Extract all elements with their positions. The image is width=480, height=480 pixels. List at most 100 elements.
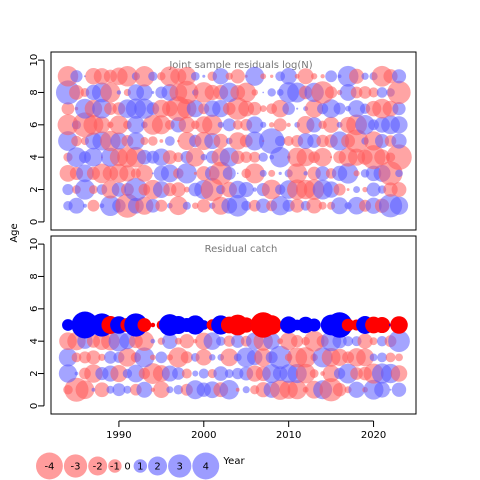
panel-bottom-frame [50, 235, 417, 415]
y-tick-label: 4 [29, 154, 40, 160]
residual-bubble [309, 369, 319, 378]
x-tick-label: 2000 [191, 430, 216, 441]
residual-bubble [175, 80, 199, 105]
residual-bubble [238, 181, 254, 198]
residual-bubble [355, 115, 375, 135]
residual-bubble [183, 186, 190, 193]
panel-top-title: Joint sample residuals log(N) [168, 60, 312, 71]
residual-bubble [118, 348, 137, 367]
residual-bubble [333, 183, 346, 196]
residual-bubble [231, 334, 245, 348]
residual-bubble [274, 135, 286, 147]
legend-bubble [63, 454, 88, 478]
residual-bubble [346, 188, 350, 191]
residual-bubble [374, 381, 390, 398]
residual-bubble [344, 129, 369, 153]
residual-bubble [112, 383, 126, 397]
legend-label: 3 [177, 462, 183, 473]
residual-bubble [332, 334, 347, 349]
residual-bubble [134, 331, 155, 351]
residual-bubble [255, 198, 271, 213]
residual-bubble [287, 163, 308, 184]
legend-label: -1 [110, 462, 120, 473]
residual-bubble [273, 118, 287, 132]
residual-bubble [57, 66, 79, 87]
residual-bubble [249, 151, 261, 163]
residual-bubble [119, 165, 136, 182]
residual-bubble [361, 72, 369, 80]
residual-bubble [348, 100, 366, 118]
residual-bubble [244, 163, 265, 184]
residual-bubble [236, 82, 256, 103]
residual-bubble [295, 363, 316, 384]
residual-bubble [160, 164, 179, 183]
residual-bubble [62, 183, 74, 196]
residual-bubble [66, 147, 87, 168]
residual-bubble [251, 89, 258, 96]
residual-bubble [58, 348, 78, 367]
legend-label: -4 [44, 462, 54, 473]
residual-bubble [212, 68, 229, 85]
residual-bubble [134, 66, 155, 87]
residual-bubble [185, 315, 205, 335]
residual-bubble [353, 186, 361, 194]
residual-bubble [235, 387, 240, 392]
residual-bubble [222, 118, 236, 132]
residual-bubble [98, 353, 106, 361]
residual-bubble [224, 369, 234, 378]
residual-bubble [135, 164, 153, 182]
residual-bubble [377, 352, 387, 363]
residual-bubble [137, 318, 152, 332]
residual-bubble [389, 196, 409, 215]
residual-bubble [71, 135, 82, 147]
residual-bubble [180, 351, 193, 364]
residual-bubble [166, 386, 174, 394]
residual-bubble [303, 171, 308, 176]
residual-bubble [219, 380, 239, 400]
residual-bubble [181, 368, 192, 379]
x-tick-label: 1990 [106, 430, 131, 441]
residual-bubble [262, 91, 265, 94]
residual-bubble [148, 136, 158, 146]
residual-bubble [172, 367, 185, 380]
residual-bubble [89, 185, 98, 194]
legend-label: 2 [154, 462, 160, 473]
residual-bubble [326, 312, 353, 338]
residual-bubble [385, 352, 396, 363]
residual-bubble [164, 136, 175, 146]
residual-bubble [261, 179, 282, 200]
residual-bubble [232, 119, 243, 130]
residual-bubble [74, 371, 79, 376]
y-tick-label: 10 [29, 238, 40, 251]
residual-bubble [58, 364, 78, 383]
legend-bubble [148, 456, 168, 476]
legend-bubble [168, 454, 192, 478]
residual-bubble [356, 348, 375, 367]
residual-bubble [332, 382, 347, 397]
residual-bubble [69, 85, 84, 100]
residual-bubble [127, 116, 145, 134]
residual-bubble [325, 70, 338, 83]
residual-bubble [323, 116, 340, 133]
residual-bubble [390, 116, 408, 134]
residual-bubble [182, 201, 191, 210]
panel-bottom-title: Residual catch [205, 244, 278, 255]
residual-bubble [197, 198, 211, 213]
residual-bubble [353, 170, 360, 177]
residual-bubble [148, 71, 158, 81]
residual-bubble [91, 387, 96, 392]
residual-bubble [358, 86, 372, 99]
residual-bubble [150, 338, 156, 344]
residual-bubble [296, 148, 315, 167]
residual-bubble [260, 73, 267, 80]
legend-bubble [192, 452, 220, 480]
residual-bubble [376, 87, 388, 98]
residual-bubble [100, 82, 121, 103]
y-axis-title: Age [9, 223, 20, 242]
residual-bubble [136, 84, 153, 101]
legend-bubble [88, 456, 108, 476]
y-tick-label: 6 [29, 122, 40, 128]
residual-bubble [124, 177, 148, 202]
residual-bubble [387, 80, 411, 105]
residual-bubble [106, 385, 115, 394]
